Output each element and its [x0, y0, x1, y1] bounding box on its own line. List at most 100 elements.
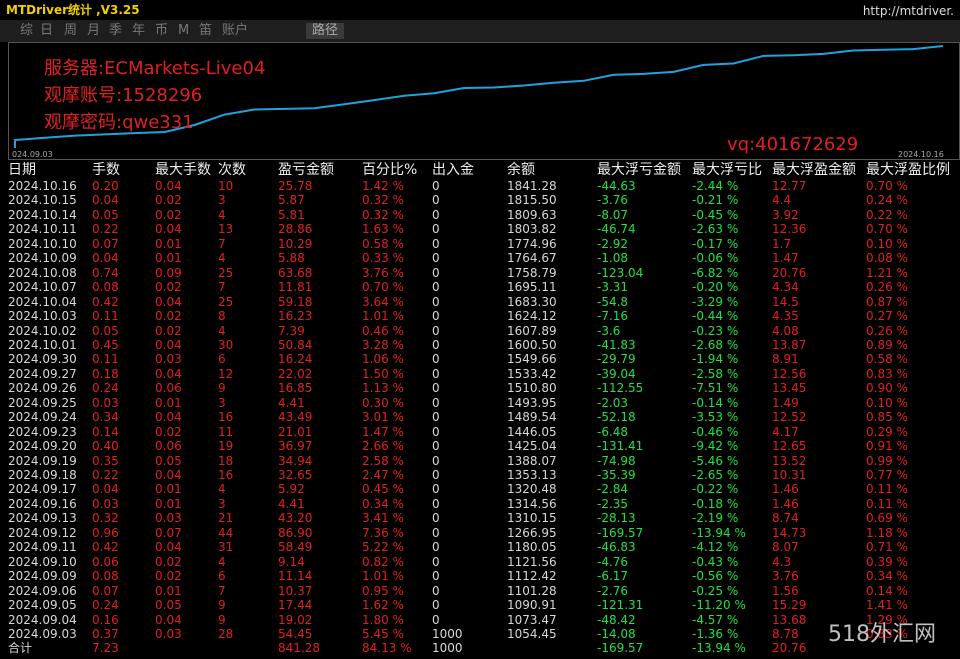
table-cell: 0.08 %	[866, 251, 908, 266]
table-cell: 2024.10.11	[8, 222, 77, 237]
title-bar	[0, 0, 960, 20]
table-cell: 0.20	[92, 179, 119, 193]
table-cell: 17.44	[278, 598, 313, 613]
table-cell: 0.10 %	[866, 236, 908, 251]
table-cell: 0.03	[155, 511, 182, 526]
table-cell: 8	[218, 309, 226, 324]
equity-curve	[14, 45, 944, 148]
table-cell: 0.07	[92, 583, 119, 598]
table-cell: 0	[432, 612, 440, 627]
table-cell: 1266.95	[507, 525, 557, 540]
table-cell: 0	[432, 540, 440, 555]
table-cell: 1549.66	[507, 352, 557, 367]
table-cell: 7	[218, 583, 226, 598]
table-cell: 2024.09.19	[8, 453, 77, 468]
table-cell: 0.09	[155, 265, 182, 280]
table-cell: 7.36 %	[362, 525, 404, 540]
table-cell: 0	[432, 496, 440, 511]
table-cell: -2.92	[597, 236, 629, 251]
table-cell: -2.44 %	[692, 179, 739, 193]
table-cell: 1.80 %	[362, 612, 404, 627]
tab[interactable]: 笛	[199, 23, 213, 38]
tab[interactable]: 季	[109, 23, 123, 38]
table-cell: 25	[218, 294, 234, 309]
table-cell: 0	[432, 583, 440, 598]
table-cell: 0	[432, 294, 440, 309]
table-cell: 63.68	[278, 265, 313, 280]
table-cell: 6	[218, 352, 226, 367]
table-cell: 0.06	[155, 439, 182, 454]
tab[interactable]: 年	[132, 23, 146, 38]
table-cell: 15.29	[772, 598, 807, 613]
table-cell: 20.76	[772, 265, 807, 280]
column-header: 日期	[8, 162, 36, 178]
table-cell: 0.02	[155, 193, 182, 208]
table-cell: 3.28 %	[362, 337, 404, 352]
table-cell: 0.04	[155, 294, 182, 309]
table-cell: 12.77	[772, 179, 807, 193]
table-cell: 2024.10.10	[8, 236, 77, 251]
tab[interactable]: M	[178, 23, 190, 38]
table-cell: 1607.89	[507, 323, 557, 338]
table-cell: 1388.07	[507, 453, 557, 468]
table-cell: 0	[432, 179, 440, 193]
tab[interactable]: 账户	[222, 23, 249, 38]
column-header: 百分比%	[362, 162, 418, 178]
table-cell: 4.4	[772, 193, 792, 208]
table-cell: 8.07	[772, 540, 799, 555]
table-cell: 1.50 %	[362, 366, 404, 381]
table-cell: 31	[218, 540, 234, 555]
table-cell: -0.44 %	[692, 309, 739, 324]
table-cell: 1310.15	[507, 511, 557, 526]
tab[interactable]: 币	[155, 23, 169, 38]
column-header: 余额	[507, 162, 535, 178]
table-cell: 0.05	[155, 453, 182, 468]
table-cell: 2024.10.09	[8, 251, 77, 266]
table-cell: 43.20	[278, 511, 313, 526]
tab[interactable]: 综	[20, 23, 34, 38]
table-cell: -46.74	[597, 222, 636, 237]
tab[interactable]: 日	[40, 23, 54, 38]
table-cell: 3.92	[772, 207, 799, 222]
table-cell: 1758.79	[507, 265, 557, 280]
table-cell: -1.36 %	[692, 626, 739, 641]
table-cell: 2024.09.16	[8, 496, 77, 511]
table-cell: -1.08	[597, 251, 629, 266]
table-cell: 0.06	[92, 554, 119, 569]
table-cell: 0.06	[155, 381, 182, 396]
table-cell: 0	[432, 482, 440, 497]
table-cell: 0	[432, 222, 440, 237]
path-button[interactable]: 路径	[306, 23, 345, 39]
table-cell: 0.01	[155, 482, 182, 497]
table-cell: 1425.04	[507, 439, 557, 454]
table-cell: 19.02	[278, 612, 313, 627]
table-cell: 1000	[432, 626, 463, 641]
column-header: 最大浮亏金额	[597, 162, 681, 178]
tab[interactable]: 月	[87, 23, 101, 38]
table-cell: -3.76	[597, 193, 629, 208]
table-cell: -11.20 %	[692, 598, 746, 613]
table-cell: 0.02	[155, 323, 182, 338]
table-cell: -0.46 %	[692, 424, 739, 439]
table-cell: 0.45	[92, 337, 119, 352]
table-cell: 32.65	[278, 468, 313, 482]
table-cell: 2024.09.26	[8, 381, 77, 396]
tab[interactable]: 周	[64, 23, 78, 38]
table-cell: 0.04	[155, 468, 182, 482]
table-cell: 4.35	[772, 309, 799, 324]
table-cell: 9	[218, 612, 226, 627]
table-cell: 0.26 %	[866, 323, 908, 338]
table-cell: 5.88	[278, 251, 305, 266]
table-cell: -2.19 %	[692, 511, 739, 526]
table-cell: 8.74	[772, 511, 799, 526]
curve-layer	[14, 45, 944, 148]
table-cell: 1112.42	[507, 569, 557, 584]
table-cell: 0.02	[155, 554, 182, 569]
table-cell: 1.7	[772, 236, 792, 251]
table-cell: 16.85	[278, 381, 313, 396]
table-cell: 1314.56	[507, 496, 557, 511]
table-cell: -29.79	[597, 352, 636, 367]
table-cell: 12	[218, 366, 234, 381]
table-cell: 2024.10.04	[8, 294, 77, 309]
x-start-label: 024.09.03	[12, 150, 53, 159]
